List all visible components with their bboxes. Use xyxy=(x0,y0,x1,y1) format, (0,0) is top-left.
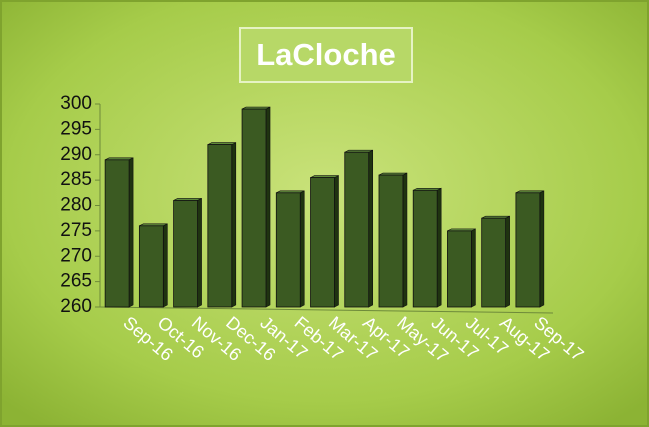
bar xyxy=(241,108,267,308)
bar xyxy=(344,151,370,308)
bar xyxy=(138,225,164,308)
bar-side xyxy=(299,190,305,308)
y-tick-label: 285 xyxy=(60,169,92,190)
bar xyxy=(207,144,233,308)
bar-side xyxy=(471,228,476,308)
title-box xyxy=(239,27,413,83)
bar xyxy=(412,189,438,308)
bar-side xyxy=(128,157,134,308)
bar xyxy=(481,217,507,308)
bar xyxy=(104,159,130,308)
y-tick-label: 275 xyxy=(60,220,92,241)
bar-side xyxy=(436,187,442,308)
y-tick-label: 260 xyxy=(60,296,92,317)
bar xyxy=(447,230,472,308)
bar xyxy=(515,192,541,308)
bar xyxy=(173,200,198,308)
y-tick-label: 295 xyxy=(60,118,92,139)
y-tick-label: 300 xyxy=(60,93,92,114)
bar-side xyxy=(265,106,271,308)
bar-side xyxy=(163,223,168,308)
x-axis xyxy=(99,306,554,314)
y-tick-label: 270 xyxy=(60,245,92,266)
y-tick-label: 280 xyxy=(60,195,92,216)
bar xyxy=(310,177,335,308)
bar-side xyxy=(368,149,374,308)
bar-side xyxy=(402,172,408,308)
chart-title: LaCloche xyxy=(256,37,396,72)
y-tick-label: 290 xyxy=(60,144,92,165)
bar xyxy=(378,174,404,308)
bar-side xyxy=(539,190,545,308)
bar xyxy=(275,192,301,308)
bar-side xyxy=(334,175,339,308)
bar-side xyxy=(231,142,237,308)
bar-side xyxy=(197,197,202,308)
bar-side xyxy=(505,215,510,308)
y-tick-label: 265 xyxy=(60,271,92,292)
